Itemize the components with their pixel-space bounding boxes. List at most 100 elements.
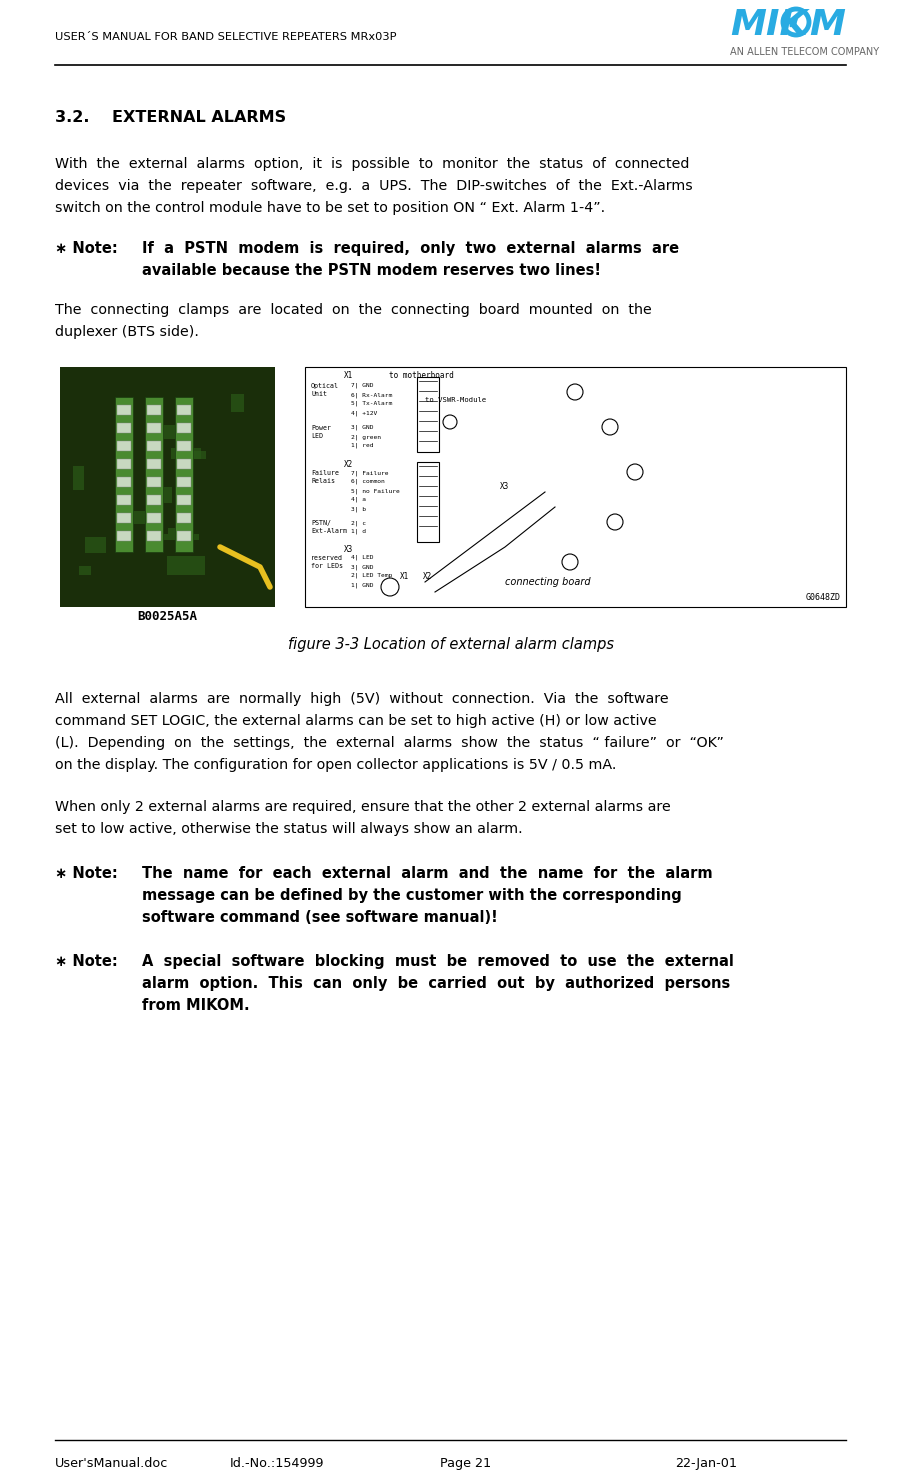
- Text: X1: X1: [400, 572, 409, 581]
- Text: 3.2.    EXTERNAL ALARMS: 3.2. EXTERNAL ALARMS: [55, 109, 287, 126]
- Bar: [147, 495, 161, 504]
- Bar: [117, 478, 131, 487]
- Circle shape: [627, 464, 643, 481]
- Text: USER´S MANUAL FOR BAND SELECTIVE REPEATERS MRx03P: USER´S MANUAL FOR BAND SELECTIVE REPEATE…: [55, 33, 396, 41]
- Text: User'sManual.doc: User'sManual.doc: [55, 1457, 168, 1470]
- Text: Failure: Failure: [311, 470, 339, 476]
- Text: software command (see software manual)!: software command (see software manual)!: [142, 910, 497, 924]
- Bar: [177, 513, 191, 524]
- Circle shape: [562, 555, 578, 569]
- Text: X3: X3: [344, 544, 353, 555]
- Text: G0648ZD: G0648ZD: [806, 593, 841, 602]
- Text: Unit: Unit: [311, 390, 327, 396]
- Bar: [168, 528, 180, 534]
- Text: PSTN/: PSTN/: [311, 521, 331, 527]
- Bar: [177, 478, 191, 487]
- Bar: [167, 556, 205, 575]
- Text: on the display. The configuration for open collector applications is 5V / 0.5 mA: on the display. The configuration for op…: [55, 759, 616, 772]
- Text: Optical: Optical: [311, 383, 339, 389]
- Text: The  name  for  each  external  alarm  and  the  name  for  the  alarm: The name for each external alarm and the…: [142, 867, 713, 881]
- Text: X2: X2: [423, 572, 432, 581]
- Text: command SET LOGIC, the external alarms can be set to high active (H) or low acti: command SET LOGIC, the external alarms c…: [55, 714, 657, 728]
- Circle shape: [567, 385, 583, 399]
- Text: to motherboard: to motherboard: [389, 371, 454, 380]
- Text: Id.-No.:154999: Id.-No.:154999: [230, 1457, 324, 1470]
- Bar: [117, 495, 131, 504]
- Bar: [147, 531, 161, 541]
- Text: 4| a: 4| a: [351, 497, 366, 503]
- Text: LED: LED: [311, 433, 323, 439]
- Text: 4| LED: 4| LED: [351, 555, 374, 561]
- Text: Page 21: Page 21: [440, 1457, 491, 1470]
- Bar: [147, 513, 161, 524]
- Text: X2: X2: [344, 460, 353, 469]
- Bar: [156, 487, 172, 503]
- Circle shape: [443, 416, 457, 429]
- Text: ∗ Note:: ∗ Note:: [55, 241, 118, 256]
- Bar: [153, 424, 189, 439]
- Bar: [147, 478, 161, 487]
- Text: 2| green: 2| green: [351, 433, 381, 439]
- Text: 3| b: 3| b: [351, 506, 366, 512]
- Text: X3: X3: [500, 482, 509, 491]
- Text: to VSWR-Module: to VSWR-Module: [425, 396, 487, 402]
- Bar: [147, 423, 161, 433]
- Text: for LEDs: for LEDs: [311, 563, 343, 569]
- Text: 5| Tx-Alarm: 5| Tx-Alarm: [351, 401, 392, 407]
- Bar: [177, 405, 191, 416]
- Bar: [186, 451, 206, 458]
- Text: 5| no Failure: 5| no Failure: [351, 488, 400, 494]
- Bar: [117, 531, 131, 541]
- Bar: [177, 495, 191, 504]
- Text: 2| LED Temp: 2| LED Temp: [351, 572, 392, 578]
- Text: With  the  external  alarms  option,  it  is  possible  to  monitor  the  status: With the external alarms option, it is p…: [55, 157, 689, 172]
- Text: ∗ Note:: ∗ Note:: [55, 867, 118, 881]
- Circle shape: [607, 515, 623, 529]
- Bar: [147, 441, 161, 451]
- Text: B0025A5A: B0025A5A: [138, 609, 197, 623]
- Bar: [117, 423, 131, 433]
- Text: 6| Rx-Alarm: 6| Rx-Alarm: [351, 392, 392, 398]
- Text: Ext-Alarm: Ext-Alarm: [311, 528, 347, 534]
- Text: Power: Power: [311, 424, 331, 430]
- Bar: [171, 448, 201, 458]
- Text: AN ALLEN TELECOM COMPANY: AN ALLEN TELECOM COMPANY: [730, 47, 879, 58]
- Text: alarm  option.  This  can  only  be  carried  out  by  authorized  persons: alarm option. This can only be carried o…: [142, 976, 730, 991]
- Text: reserved: reserved: [311, 555, 343, 561]
- Text: The  connecting  clamps  are  located  on  the  connecting  board  mounted  on  : The connecting clamps are located on the…: [55, 303, 651, 317]
- Bar: [117, 513, 131, 524]
- Text: 1| red: 1| red: [351, 444, 374, 448]
- Bar: [117, 441, 131, 451]
- Bar: [73, 466, 84, 490]
- Text: ∗ Note:: ∗ Note:: [55, 954, 118, 969]
- Circle shape: [381, 578, 399, 596]
- Text: 2| c: 2| c: [351, 521, 366, 525]
- Text: 3| GND: 3| GND: [351, 424, 374, 430]
- Text: MIK: MIK: [730, 7, 807, 41]
- Bar: [115, 396, 133, 552]
- Circle shape: [602, 419, 618, 435]
- Text: 3| GND: 3| GND: [351, 563, 374, 569]
- Bar: [305, 367, 846, 606]
- Text: (L).  Depending  on  the  settings,  the  external  alarms  show  the  status  “: (L). Depending on the settings, the exte…: [55, 737, 724, 750]
- Bar: [152, 534, 199, 540]
- Bar: [177, 441, 191, 451]
- Text: 7| GND: 7| GND: [351, 383, 374, 389]
- Bar: [115, 512, 145, 524]
- Text: devices  via  the  repeater  software,  e.g.  a  UPS.  The  DIP-switches  of  th: devices via the repeater software, e.g. …: [55, 179, 693, 192]
- Text: 1| d: 1| d: [351, 529, 366, 534]
- Bar: [145, 396, 163, 552]
- Bar: [417, 461, 439, 541]
- Text: All  external  alarms  are  normally  high  (5V)  without  connection.  Via  the: All external alarms are normally high (5…: [55, 692, 669, 705]
- Text: If  a  PSTN  modem  is  required,  only  two  external  alarms  are: If a PSTN modem is required, only two ex…: [142, 241, 679, 256]
- Bar: [117, 458, 131, 469]
- Text: A  special  software  blocking  must  be  removed  to  use  the  external: A special software blocking must be remo…: [142, 954, 734, 969]
- Text: 6| common: 6| common: [351, 479, 385, 485]
- Bar: [177, 423, 191, 433]
- Bar: [177, 458, 191, 469]
- Bar: [79, 566, 91, 575]
- Bar: [231, 393, 244, 413]
- Text: 7| Failure: 7| Failure: [351, 470, 388, 476]
- Text: M: M: [809, 7, 845, 41]
- Text: 1| GND: 1| GND: [351, 583, 374, 587]
